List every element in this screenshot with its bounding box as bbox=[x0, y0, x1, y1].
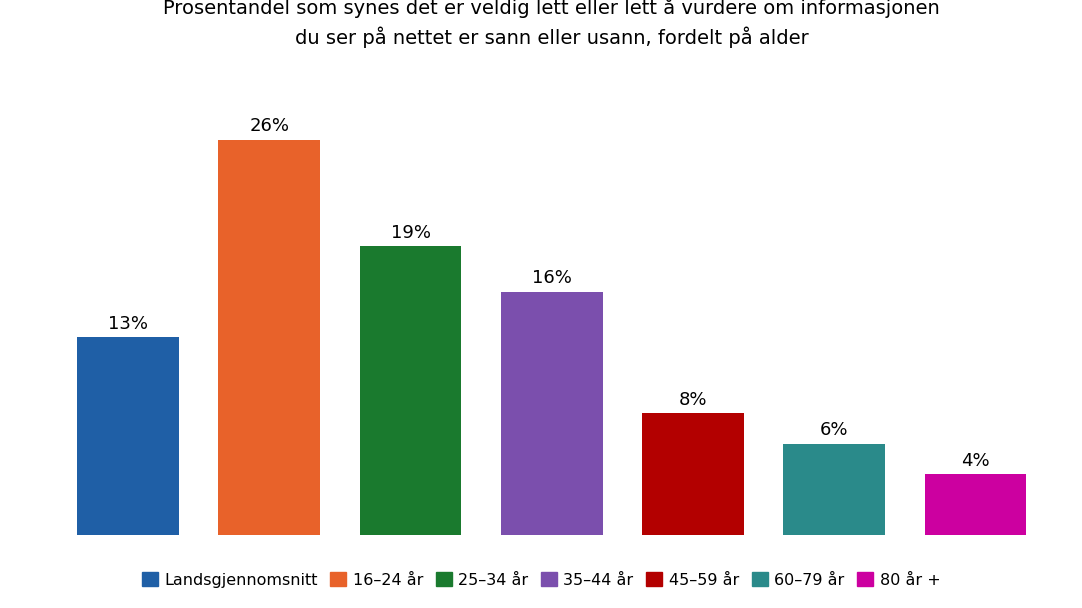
Text: 19%: 19% bbox=[391, 224, 431, 242]
Bar bbox=[925, 474, 1027, 535]
Text: 6%: 6% bbox=[820, 421, 848, 439]
Text: 8%: 8% bbox=[678, 391, 708, 409]
Text: 26%: 26% bbox=[249, 117, 289, 136]
Title: Prosentandel som synes det er veldig lett eller lett å vurdere om informasjonen
: Prosentandel som synes det er veldig let… bbox=[163, 0, 940, 48]
Legend: Landsgjennomsnitt, 16–24 år, 25–34 år, 35–44 år, 45–59 år, 60–79 år, 80 år +: Landsgjennomsnitt, 16–24 år, 25–34 år, 3… bbox=[135, 566, 947, 594]
Bar bbox=[783, 444, 885, 535]
Bar bbox=[219, 140, 320, 535]
Bar bbox=[359, 246, 461, 535]
Text: 4%: 4% bbox=[961, 452, 990, 469]
Bar bbox=[77, 337, 179, 535]
Bar bbox=[501, 292, 603, 535]
Bar bbox=[643, 413, 744, 535]
Text: 13%: 13% bbox=[108, 315, 148, 333]
Text: 16%: 16% bbox=[532, 269, 571, 288]
